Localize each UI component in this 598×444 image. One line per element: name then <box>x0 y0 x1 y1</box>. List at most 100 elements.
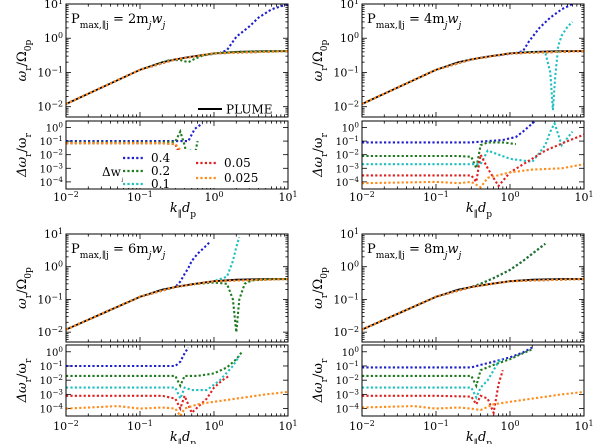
series-group-top <box>362 4 584 111</box>
legend-label-0.025: 0.025 <box>224 171 258 185</box>
legend-title: Δwⱼ <box>102 165 123 183</box>
x-axis-label: k∥dp <box>170 430 196 444</box>
y-tick-label: 101 <box>44 227 63 242</box>
x-axis-label: k∥dp <box>466 430 492 444</box>
x-tick-label: 10−2 <box>53 419 79 434</box>
y-tick-label: 100 <box>46 344 64 359</box>
y-tick-label: 101 <box>340 227 359 242</box>
series-line-0.4 <box>362 121 536 144</box>
y-tick-label: 100 <box>342 120 360 135</box>
series-line-0.4 <box>362 346 533 369</box>
y-tick-label: 100 <box>340 259 359 274</box>
y-tick-label: 101 <box>44 0 63 11</box>
series-group-top <box>66 236 288 333</box>
y-tick-label: 10−1 <box>37 65 63 80</box>
y-tick-label: 10−1 <box>40 358 63 373</box>
series-line-0.2 <box>66 277 288 333</box>
series-line-0.1 <box>362 21 574 111</box>
y-tick-label: 10−2 <box>40 147 63 162</box>
y-tick-label: 100 <box>44 259 63 274</box>
series-line-0.05 <box>66 375 230 415</box>
y-tick-label: 10−2 <box>333 325 359 340</box>
panel-annotation: Pmax,∥j = 6mjwj <box>71 242 166 261</box>
series-line-0.025 <box>66 277 288 331</box>
legend-label-plume: PLUME <box>226 103 273 117</box>
y-axis-label: Δωr/ωr <box>311 133 330 178</box>
x-tick-label: 10−2 <box>349 419 375 434</box>
y-tick-label: 101 <box>340 0 359 11</box>
y-tick-label: 10−2 <box>37 325 63 340</box>
axes-frame <box>65 120 289 190</box>
legend-label-0.4: 0.4 <box>151 151 170 165</box>
series-group-bottom <box>66 346 288 416</box>
legend-label-0.05: 0.05 <box>224 156 251 170</box>
x-tick-label: 101 <box>278 190 297 205</box>
ticks-bottom <box>361 345 585 416</box>
y-tick-label: 10−1 <box>40 134 63 149</box>
legend-plume: PLUME <box>198 103 273 117</box>
x-tick-label: 100 <box>204 190 223 205</box>
y-axis-label: Δωr/ωr <box>15 133 34 178</box>
y-tick-label: 10−2 <box>336 373 359 388</box>
x-tick-label: 10−1 <box>127 419 153 434</box>
y-axis-label: ωr/Ω0p <box>311 39 330 81</box>
legend-background <box>118 150 268 188</box>
y-axis-label: ωr/Ω0p <box>15 39 34 81</box>
axes-frame <box>361 3 585 118</box>
legend-delta-w: Δwⱼ 0.40.20.1 0.050.025 <box>102 150 268 191</box>
series-line-0.2 <box>362 141 517 172</box>
x-tick-label: 10−1 <box>127 190 153 205</box>
chart-panel-upper-right: 10−210−1100101ωr/Ω0p10−410−310−210−1100Δ… <box>311 0 594 220</box>
axes-frame <box>361 120 585 190</box>
y-tick-label: 10−2 <box>37 99 63 114</box>
series-line-0.05 <box>362 369 504 416</box>
y-axis-label: ωr/Ω0p <box>15 267 34 309</box>
series-group-top <box>362 242 584 331</box>
axes-frame <box>361 344 585 417</box>
series-line-0.025 <box>362 163 584 189</box>
y-axis-label: Δωr/ωr <box>311 358 330 403</box>
series-line-0.025 <box>362 390 584 412</box>
y-tick-label: 10−3 <box>336 161 360 176</box>
y-tick-label: 10−4 <box>40 174 64 189</box>
series-line-0.1 <box>66 236 241 331</box>
series-group-bottom <box>362 346 584 416</box>
y-tick-label: 10−2 <box>40 373 63 388</box>
y-tick-label: 10−4 <box>40 401 64 416</box>
x-tick-label: 101 <box>574 419 593 434</box>
x-tick-label: 10−1 <box>423 190 449 205</box>
y-tick-label: 100 <box>46 120 64 135</box>
x-tick-label: 10−2 <box>349 190 375 205</box>
y-tick-label: 10−1 <box>333 65 359 80</box>
series-line-0.4 <box>66 346 190 368</box>
series-group-top <box>66 4 288 105</box>
x-axis-label: k∥dp <box>466 201 492 220</box>
panel-annotation: Pmax,∥j = 8mjwj <box>367 242 462 261</box>
series-line-0.025 <box>66 390 288 416</box>
axes-frame <box>65 3 289 118</box>
y-tick-label: 10−2 <box>336 147 359 162</box>
series-line-0.1 <box>362 121 574 166</box>
x-tick-label: 10−2 <box>53 190 79 205</box>
x-axis-label: k∥dp <box>170 201 196 220</box>
ticks-bottom <box>65 345 289 416</box>
chart-panel-upper-left: 10−210−1100101ωr/Ω0p10−410−310−210−1100Δ… <box>15 0 298 220</box>
series-line-0.025 <box>362 277 584 331</box>
x-tick-label: 101 <box>278 419 297 434</box>
series-line-0.4 <box>66 240 212 331</box>
y-tick-label: 100 <box>44 31 63 46</box>
x-tick-label: 10−1 <box>423 419 449 434</box>
y-tick-label: 100 <box>342 344 360 359</box>
x-tick-label: 100 <box>500 419 519 434</box>
y-tick-label: 10−3 <box>40 387 64 402</box>
series-line-0.1 <box>66 355 241 402</box>
series-line-0.025 <box>362 50 584 105</box>
series-line-0.025 <box>66 50 288 105</box>
axes-frame <box>361 233 585 343</box>
y-axis-label: Δωr/ωr <box>15 358 34 403</box>
axes-frame <box>65 233 289 343</box>
axes-frame <box>65 344 289 417</box>
y-tick-label: 10−4 <box>336 174 360 189</box>
y-tick-label: 10−1 <box>336 134 359 149</box>
legend-label-0.2: 0.2 <box>151 164 170 178</box>
